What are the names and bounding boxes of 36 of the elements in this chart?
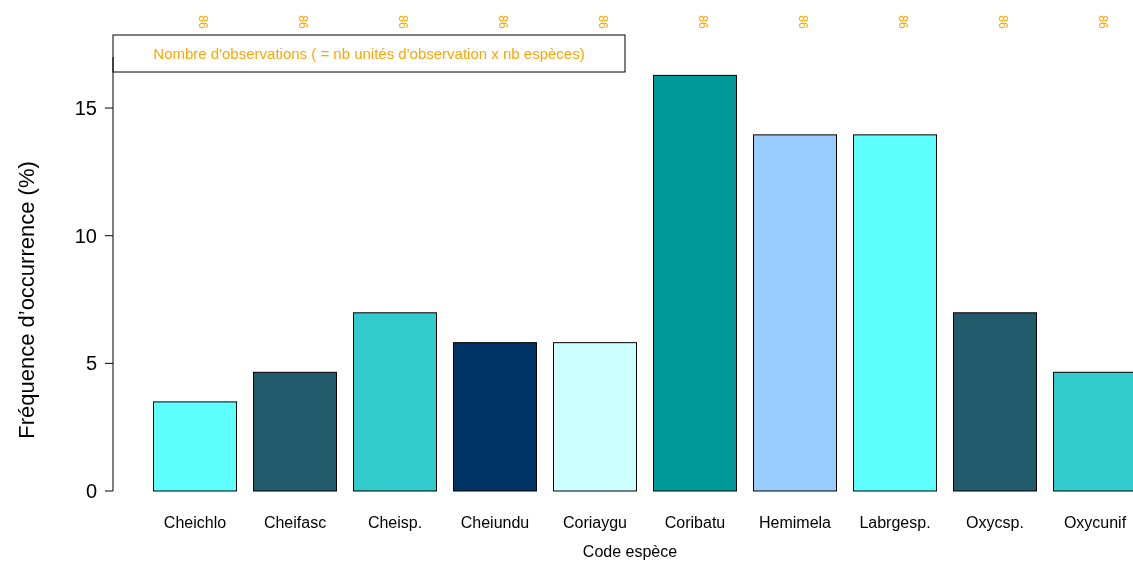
x-tick-label: Cheifasc (263, 514, 327, 531)
y-tick-label: 5 (85, 352, 97, 375)
bar (953, 312, 1037, 492)
x-tick-label: Coriaygu (562, 514, 628, 531)
text: 86 (396, 15, 410, 29)
text: 86 (296, 15, 310, 29)
text: 86 (696, 15, 710, 29)
annotation: Nombre d'observations ( = nb unités d'observation x nb espèces) (153, 45, 585, 63)
text: 86 (1096, 15, 1110, 29)
x-tick-label: Cheisp. (367, 514, 423, 531)
x-tick-label: Labrgesp. (859, 514, 931, 531)
x-axis-title: Code espèce (582, 543, 678, 560)
text: 86 (596, 15, 610, 29)
bar (453, 342, 537, 492)
text: 86 (996, 15, 1010, 29)
bar (353, 312, 437, 492)
x-tick-label: Cheiundu (460, 514, 530, 531)
x-tick-label: Cheichlo (163, 514, 227, 531)
text: 86 (796, 15, 810, 29)
x-tick-label: Oxycunif (1063, 514, 1127, 531)
y-tick-label: 15 (74, 97, 97, 120)
bar (653, 74, 737, 492)
x-tick-label: Coribatu (664, 514, 726, 531)
y-tick-label: 10 (74, 224, 97, 247)
text: 86 (496, 15, 510, 29)
x-tick-label: Hemimela (758, 514, 832, 531)
text: 86 (896, 15, 910, 29)
bar (753, 134, 837, 492)
bar (853, 134, 937, 492)
bar (153, 401, 237, 492)
y-axis-title: Fréquence d’occurrence (%) (14, 161, 39, 439)
bar (553, 342, 637, 492)
bar (253, 371, 337, 492)
y-tick-label: 0 (85, 480, 97, 502)
text: 86 (196, 15, 210, 29)
x-tick-label: Oxycsp. (966, 514, 1024, 531)
